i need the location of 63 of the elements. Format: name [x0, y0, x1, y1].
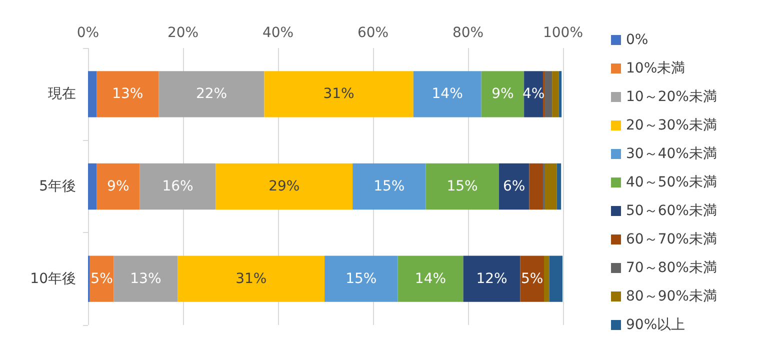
data-label: 12% — [476, 270, 508, 287]
data-label: 9% — [492, 86, 514, 102]
legend-label: 80～90%未満 — [626, 288, 717, 304]
x-tick-label: 40% — [262, 25, 294, 41]
bar — [544, 163, 557, 210]
data-label: 13% — [112, 86, 144, 102]
bar — [324, 256, 398, 302]
data-label: 31% — [323, 86, 354, 102]
bar — [556, 163, 562, 210]
bar — [216, 163, 353, 210]
bar — [552, 71, 559, 118]
bar — [549, 256, 563, 302]
data-label: 22% — [196, 86, 228, 102]
legend-label: 10%未満 — [626, 60, 686, 76]
data-label: 5% — [90, 270, 113, 287]
bar — [96, 163, 140, 210]
bar — [463, 256, 520, 302]
legend-label: 30～40%未満 — [626, 146, 717, 162]
legend-label: 20～30%未満 — [626, 118, 717, 134]
bar — [114, 256, 178, 302]
data-label: 15% — [446, 178, 478, 194]
data-label: 16% — [162, 178, 194, 194]
data-label: 29% — [268, 178, 300, 194]
data-label: 13% — [130, 270, 162, 287]
legend-label: 40～50%未満 — [626, 174, 717, 190]
data-label: 14% — [414, 270, 446, 287]
data-label: 31% — [236, 270, 267, 287]
bar — [558, 71, 562, 118]
bar — [96, 71, 159, 118]
bar — [529, 163, 544, 210]
bar — [158, 71, 264, 118]
bar — [544, 256, 550, 302]
data-label: 5% — [521, 270, 544, 287]
bar — [264, 71, 414, 118]
data-label: 14% — [432, 86, 463, 102]
legend-label: 50～60%未満 — [626, 203, 717, 219]
legend-label: 90%以上 — [626, 317, 686, 333]
x-tick-label: 0% — [76, 25, 100, 41]
data-label: 15% — [346, 270, 377, 287]
y-tick-label: 現在 — [48, 86, 76, 102]
legend-label: 60～70%未満 — [626, 232, 717, 248]
legend-label: 10～20%未満 — [626, 89, 717, 105]
legend-label: 70～80%未満 — [626, 260, 717, 276]
x-tick-label: 20% — [167, 25, 199, 41]
x-tick-label: 100% — [542, 25, 584, 41]
data-label: 6% — [502, 178, 526, 194]
bar — [88, 163, 97, 210]
x-tick-label: 80% — [452, 25, 484, 41]
bar — [426, 163, 499, 210]
bar — [413, 71, 482, 118]
bar — [352, 163, 426, 210]
y-tick-label: 10年後 — [30, 270, 76, 287]
bar — [481, 71, 524, 118]
bar — [544, 71, 552, 118]
bar — [498, 163, 530, 210]
bar — [178, 256, 325, 302]
bar — [88, 71, 97, 118]
x-tick-label: 60% — [357, 25, 389, 41]
data-label: 9% — [107, 178, 130, 194]
bar — [398, 256, 464, 302]
bar — [140, 163, 216, 210]
data-label: 15% — [374, 178, 405, 194]
y-tick-label: 5年後 — [39, 178, 76, 194]
